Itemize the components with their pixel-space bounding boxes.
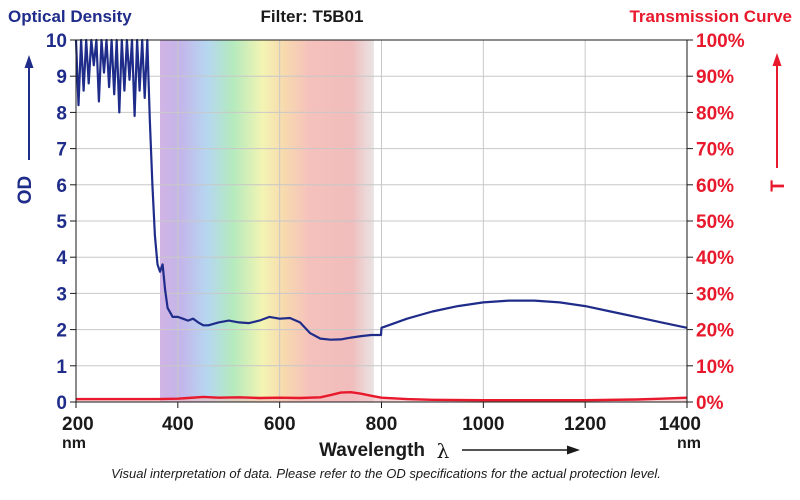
transmission-tick-label: 50% (696, 212, 734, 233)
wavelength-tick-label: 800 (366, 414, 398, 435)
transmission-tick-label: 10% (696, 357, 734, 378)
wavelength-arrowhead-icon (567, 445, 580, 455)
wavelength-lambda-symbol: λ (437, 439, 450, 463)
transmission-tick-label: 20% (696, 321, 734, 342)
transmission-ticks: 0% 10% 20% 30% 40% 50% 60% 70% 80% 90% 100% (687, 31, 745, 414)
od-tick-label: 5 (56, 212, 67, 233)
od-tick-label: 3 (56, 284, 67, 305)
od-tick-label: 4 (56, 248, 67, 269)
transmission-tick-label: 80% (696, 103, 734, 124)
wavelength-tick-label: 600 (264, 414, 296, 435)
wavelength-axis-label: Wavelength (319, 440, 425, 461)
od-series-line (74, 38, 688, 341)
od-axis-label-group: OD (15, 55, 36, 204)
od-tick-label: 1 (56, 357, 67, 378)
transmission-axis-label: T (768, 180, 789, 192)
od-tick-label: 2 (56, 321, 67, 342)
od-axis-arrowhead-icon (24, 55, 34, 68)
transmission-tick-label: 30% (696, 284, 734, 305)
wavelength-axis-label-group: Wavelength λ (319, 439, 580, 463)
chart-title: Filter: T5B01 (261, 7, 364, 26)
wavelength-tick-label: 400 (162, 414, 194, 435)
od-tick-label: 6 (56, 176, 67, 197)
od-tick-label: 8 (56, 103, 67, 124)
od-tick-label: 7 (56, 140, 67, 161)
wavelength-unit-label: nm (62, 435, 86, 452)
od-axis-label: OD (15, 176, 36, 205)
od-tick-label: 9 (56, 67, 67, 88)
transmission-tick-label: 100% (696, 31, 745, 52)
transmission-tick-label: 0% (696, 393, 724, 414)
transmission-fill (76, 392, 687, 402)
chart-header: Optical Density Filter: T5B01 Transmissi… (8, 7, 792, 26)
transmission-axis-label-group: T (768, 53, 789, 192)
footer-note: Visual interpretation of data. Please re… (111, 466, 661, 481)
od-tick-label: 0 (56, 393, 67, 414)
wavelength-tick-label: 1400 (659, 414, 701, 435)
od-ticks: 0 1 2 3 4 5 6 7 8 9 10 (46, 31, 76, 414)
od-tick-label: 10 (46, 31, 67, 52)
wavelength-tick-label: 200 (62, 414, 94, 435)
wavelength-tick-label: 1200 (564, 414, 606, 435)
transmission-tick-label: 40% (696, 248, 734, 269)
od-axis-title: Optical Density (8, 7, 132, 26)
transmission-area (76, 392, 687, 402)
transmission-tick-label: 90% (696, 67, 734, 88)
wavelength-tick-label: 1000 (462, 414, 504, 435)
transmission-axis-title: Transmission Curve (629, 7, 792, 26)
transmission-tick-label: 60% (696, 176, 734, 197)
transmission-axis-arrowhead-icon (772, 53, 782, 66)
transmission-series-line (76, 391, 688, 402)
wavelength-unit-label: nm (677, 435, 701, 452)
series-lines (74, 38, 688, 402)
transmission-tick-label: 70% (696, 140, 734, 161)
